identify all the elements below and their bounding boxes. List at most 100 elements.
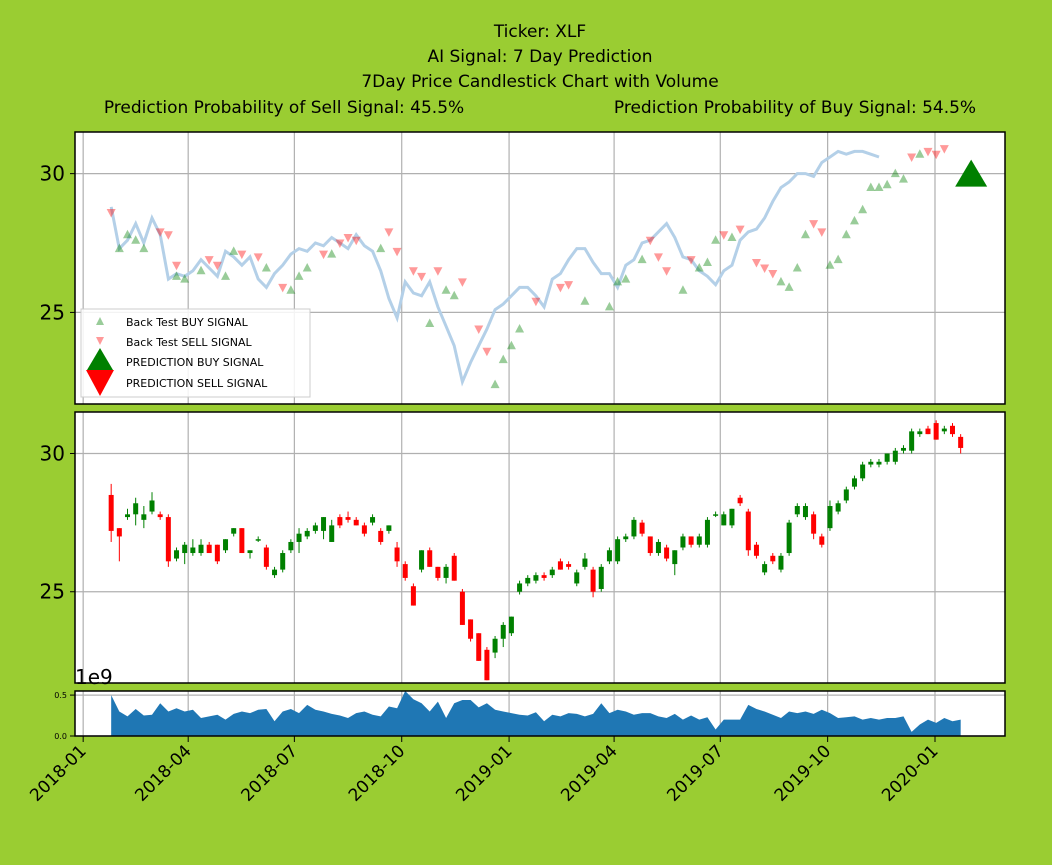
candle-4 xyxy=(141,506,147,529)
candle-13 xyxy=(214,544,220,565)
candle-97 xyxy=(900,445,906,454)
candle-24 xyxy=(304,528,310,540)
candle-3 xyxy=(133,497,139,526)
candle-body xyxy=(582,558,588,567)
volume-area xyxy=(111,691,961,736)
sell-signal-30 xyxy=(751,258,761,268)
candle-34 xyxy=(386,525,392,534)
xtick-label-1: 2018-04 xyxy=(131,741,195,805)
candle-body xyxy=(549,569,555,576)
candle-72 xyxy=(696,533,702,548)
candle-85 xyxy=(802,503,808,520)
candle-body xyxy=(778,555,784,570)
buy-signal-1 xyxy=(123,229,133,239)
candle-104 xyxy=(958,434,964,454)
legend-sell-label: Back Test SELL SIGNAL xyxy=(126,336,253,349)
candle-body xyxy=(566,564,572,567)
candle-69 xyxy=(672,550,678,576)
sell-signal-32 xyxy=(768,270,778,279)
sell-signal-13 xyxy=(384,228,394,237)
sell-signal-19 xyxy=(474,325,484,335)
candle-body xyxy=(419,550,425,570)
candle-27 xyxy=(329,519,335,542)
sell-signal-21 xyxy=(531,297,541,307)
candle-7 xyxy=(165,514,171,567)
buy-signal-markers xyxy=(114,149,925,389)
candle-0 xyxy=(108,483,114,542)
buy-signal-0 xyxy=(114,243,124,253)
sell-signal-1 xyxy=(155,228,165,237)
candle-6 xyxy=(157,511,163,520)
ytick-label-0: 0.0 xyxy=(54,732,67,741)
candle-body xyxy=(868,461,874,465)
candle-100 xyxy=(925,425,931,435)
candle-49 xyxy=(508,616,514,636)
candle-65 xyxy=(639,519,645,537)
buy-signal-40 xyxy=(858,204,868,214)
candle-body xyxy=(533,575,539,581)
xtick-label-3: 2018-10 xyxy=(345,741,409,805)
xtick-label-2: 2018-07 xyxy=(238,741,302,805)
legend-prediction-buy-marker xyxy=(87,348,113,370)
candle-5 xyxy=(149,492,155,515)
candle-46 xyxy=(484,647,490,681)
title-signal: AI Signal: 7 Day Prediction xyxy=(427,47,652,67)
buy-signal-43 xyxy=(882,179,892,189)
sell-signal-36 xyxy=(923,147,933,157)
candle-body xyxy=(443,566,449,578)
candle-body xyxy=(312,525,318,531)
candle-body xyxy=(125,514,131,518)
candle-89 xyxy=(835,500,841,515)
candle-body xyxy=(427,550,433,567)
candle-47 xyxy=(492,635,498,659)
candle-51 xyxy=(525,575,531,587)
candle-body xyxy=(370,517,376,523)
candle-14 xyxy=(223,539,229,554)
candle-18 xyxy=(255,536,261,542)
candle-body xyxy=(941,428,947,432)
sell-signal-29 xyxy=(735,225,745,235)
candle-91 xyxy=(851,475,857,490)
candle-21 xyxy=(280,550,286,573)
candle-70 xyxy=(680,533,686,551)
sell-signal-35 xyxy=(907,153,917,162)
candle-83 xyxy=(786,519,792,556)
sell-signal-25 xyxy=(653,253,663,262)
candle-9 xyxy=(182,541,188,565)
buy-signal-5 xyxy=(180,274,190,283)
candle-101 xyxy=(933,420,939,440)
buy-signal-17 xyxy=(449,290,459,300)
buy-signal-6 xyxy=(196,265,206,275)
candle-body xyxy=(182,544,188,554)
buy-signal-25 xyxy=(621,274,631,283)
volume-panel: 1e9 0.0 0.5 xyxy=(54,665,1006,741)
x-axis-ticks: 2018-01 2018-04 2018-07 2018-10 2019-01 2019-… xyxy=(26,736,943,806)
buy-signal-16 xyxy=(441,285,451,294)
candle-body xyxy=(304,530,310,537)
candle-87 xyxy=(819,533,825,548)
candle-20 xyxy=(272,566,278,578)
candle-55 xyxy=(557,558,563,570)
legend-sell-marker xyxy=(96,337,104,345)
volume-scale-label: 1e9 xyxy=(75,665,113,689)
buy-signal-19 xyxy=(498,354,508,364)
sell-signal-37 xyxy=(931,150,941,160)
buy-signal-34 xyxy=(792,263,802,272)
candle-35 xyxy=(394,541,400,567)
candle-body xyxy=(884,453,890,462)
candle-58 xyxy=(582,553,588,570)
candle-11 xyxy=(198,539,204,556)
ytick-label-1: 30 xyxy=(40,162,65,186)
candle-93 xyxy=(868,459,874,468)
candle-78 xyxy=(745,508,751,556)
candle-body xyxy=(337,517,343,526)
candle-body xyxy=(917,431,923,435)
candle-body xyxy=(288,541,294,551)
candle-2 xyxy=(125,508,131,520)
candle-body xyxy=(476,633,482,661)
buy-signal-8 xyxy=(229,246,239,255)
ytick-label-0: 25 xyxy=(40,580,65,604)
candle-body xyxy=(672,550,678,565)
candle-body xyxy=(949,425,955,435)
candle-99 xyxy=(917,428,923,437)
